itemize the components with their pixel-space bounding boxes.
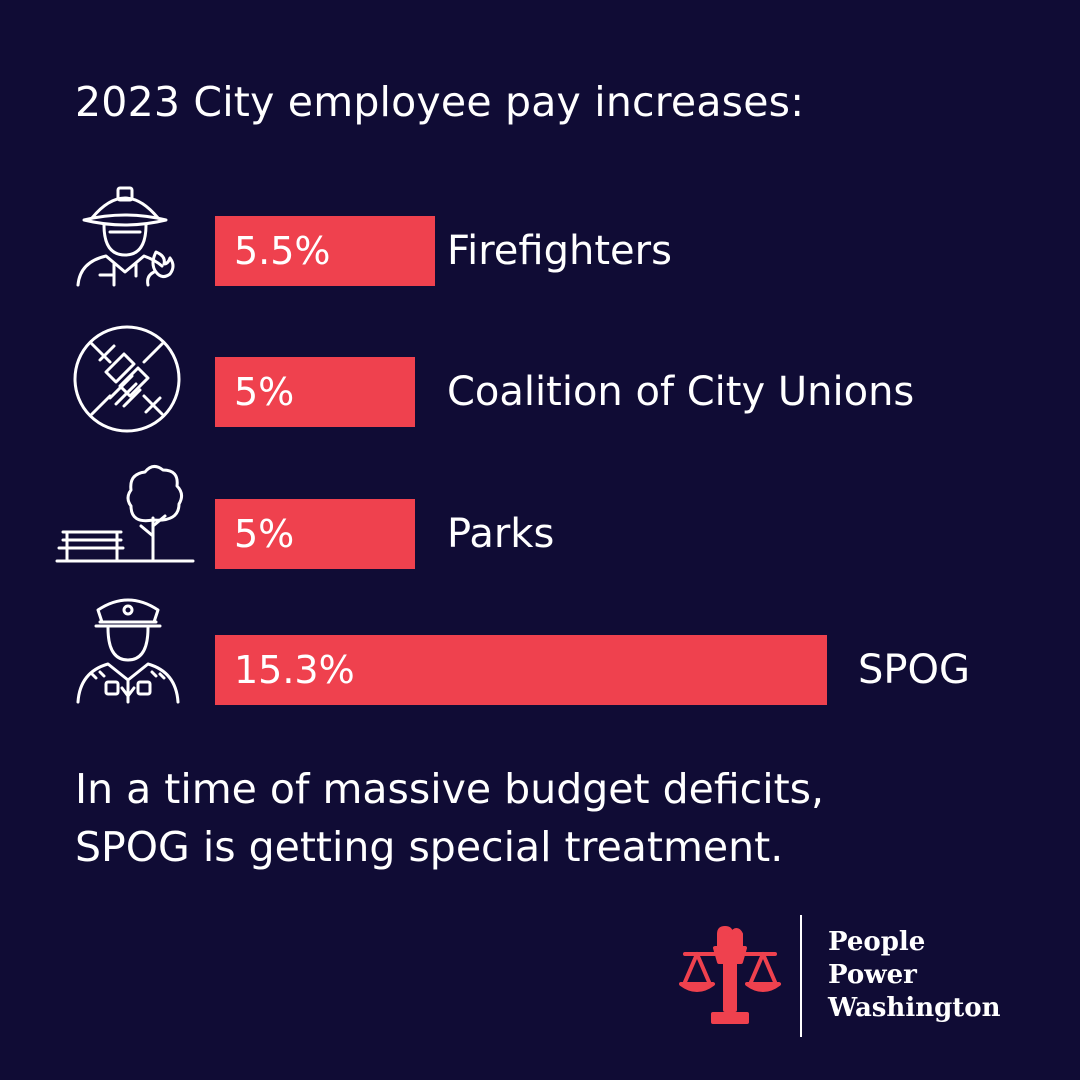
logo-divider <box>800 915 802 1037</box>
logo-wordmark: People Power Washington <box>828 926 1001 1025</box>
bar-parks <box>215 499 415 569</box>
logo-line: People <box>828 927 926 957</box>
footnote: In a time of massive budget deficits, SP… <box>75 760 824 876</box>
firefighter-icon <box>70 180 180 290</box>
category-label: Coalition of City Unions <box>447 369 915 415</box>
joined-hands-icon <box>70 322 184 436</box>
bar-value-label: 5% <box>234 512 295 556</box>
police-officer-icon <box>70 592 186 704</box>
park-bench-tree-icon <box>55 460 195 564</box>
scales-of-justice-fist-icon <box>675 918 785 1032</box>
chart-title: 2023 City employee pay increases: <box>75 78 805 126</box>
bar-spog <box>215 635 827 705</box>
footnote-line: In a time of massive budget deficits, <box>75 765 825 813</box>
category-label: SPOG <box>858 647 970 693</box>
bar-value-label: 5.5% <box>234 229 331 273</box>
logo-line: Washington <box>828 993 1001 1023</box>
bar-firefighters <box>215 216 435 286</box>
bar-value-label: 15.3% <box>234 648 355 692</box>
category-label: Parks <box>447 511 555 557</box>
bar-coalition-of-city-unions <box>215 357 415 427</box>
footnote-line: SPOG is getting special treatment. <box>75 823 784 871</box>
bar-value-label: 5% <box>234 370 295 414</box>
logo-line: Power <box>828 960 917 990</box>
category-label: Firefighters <box>447 228 672 274</box>
